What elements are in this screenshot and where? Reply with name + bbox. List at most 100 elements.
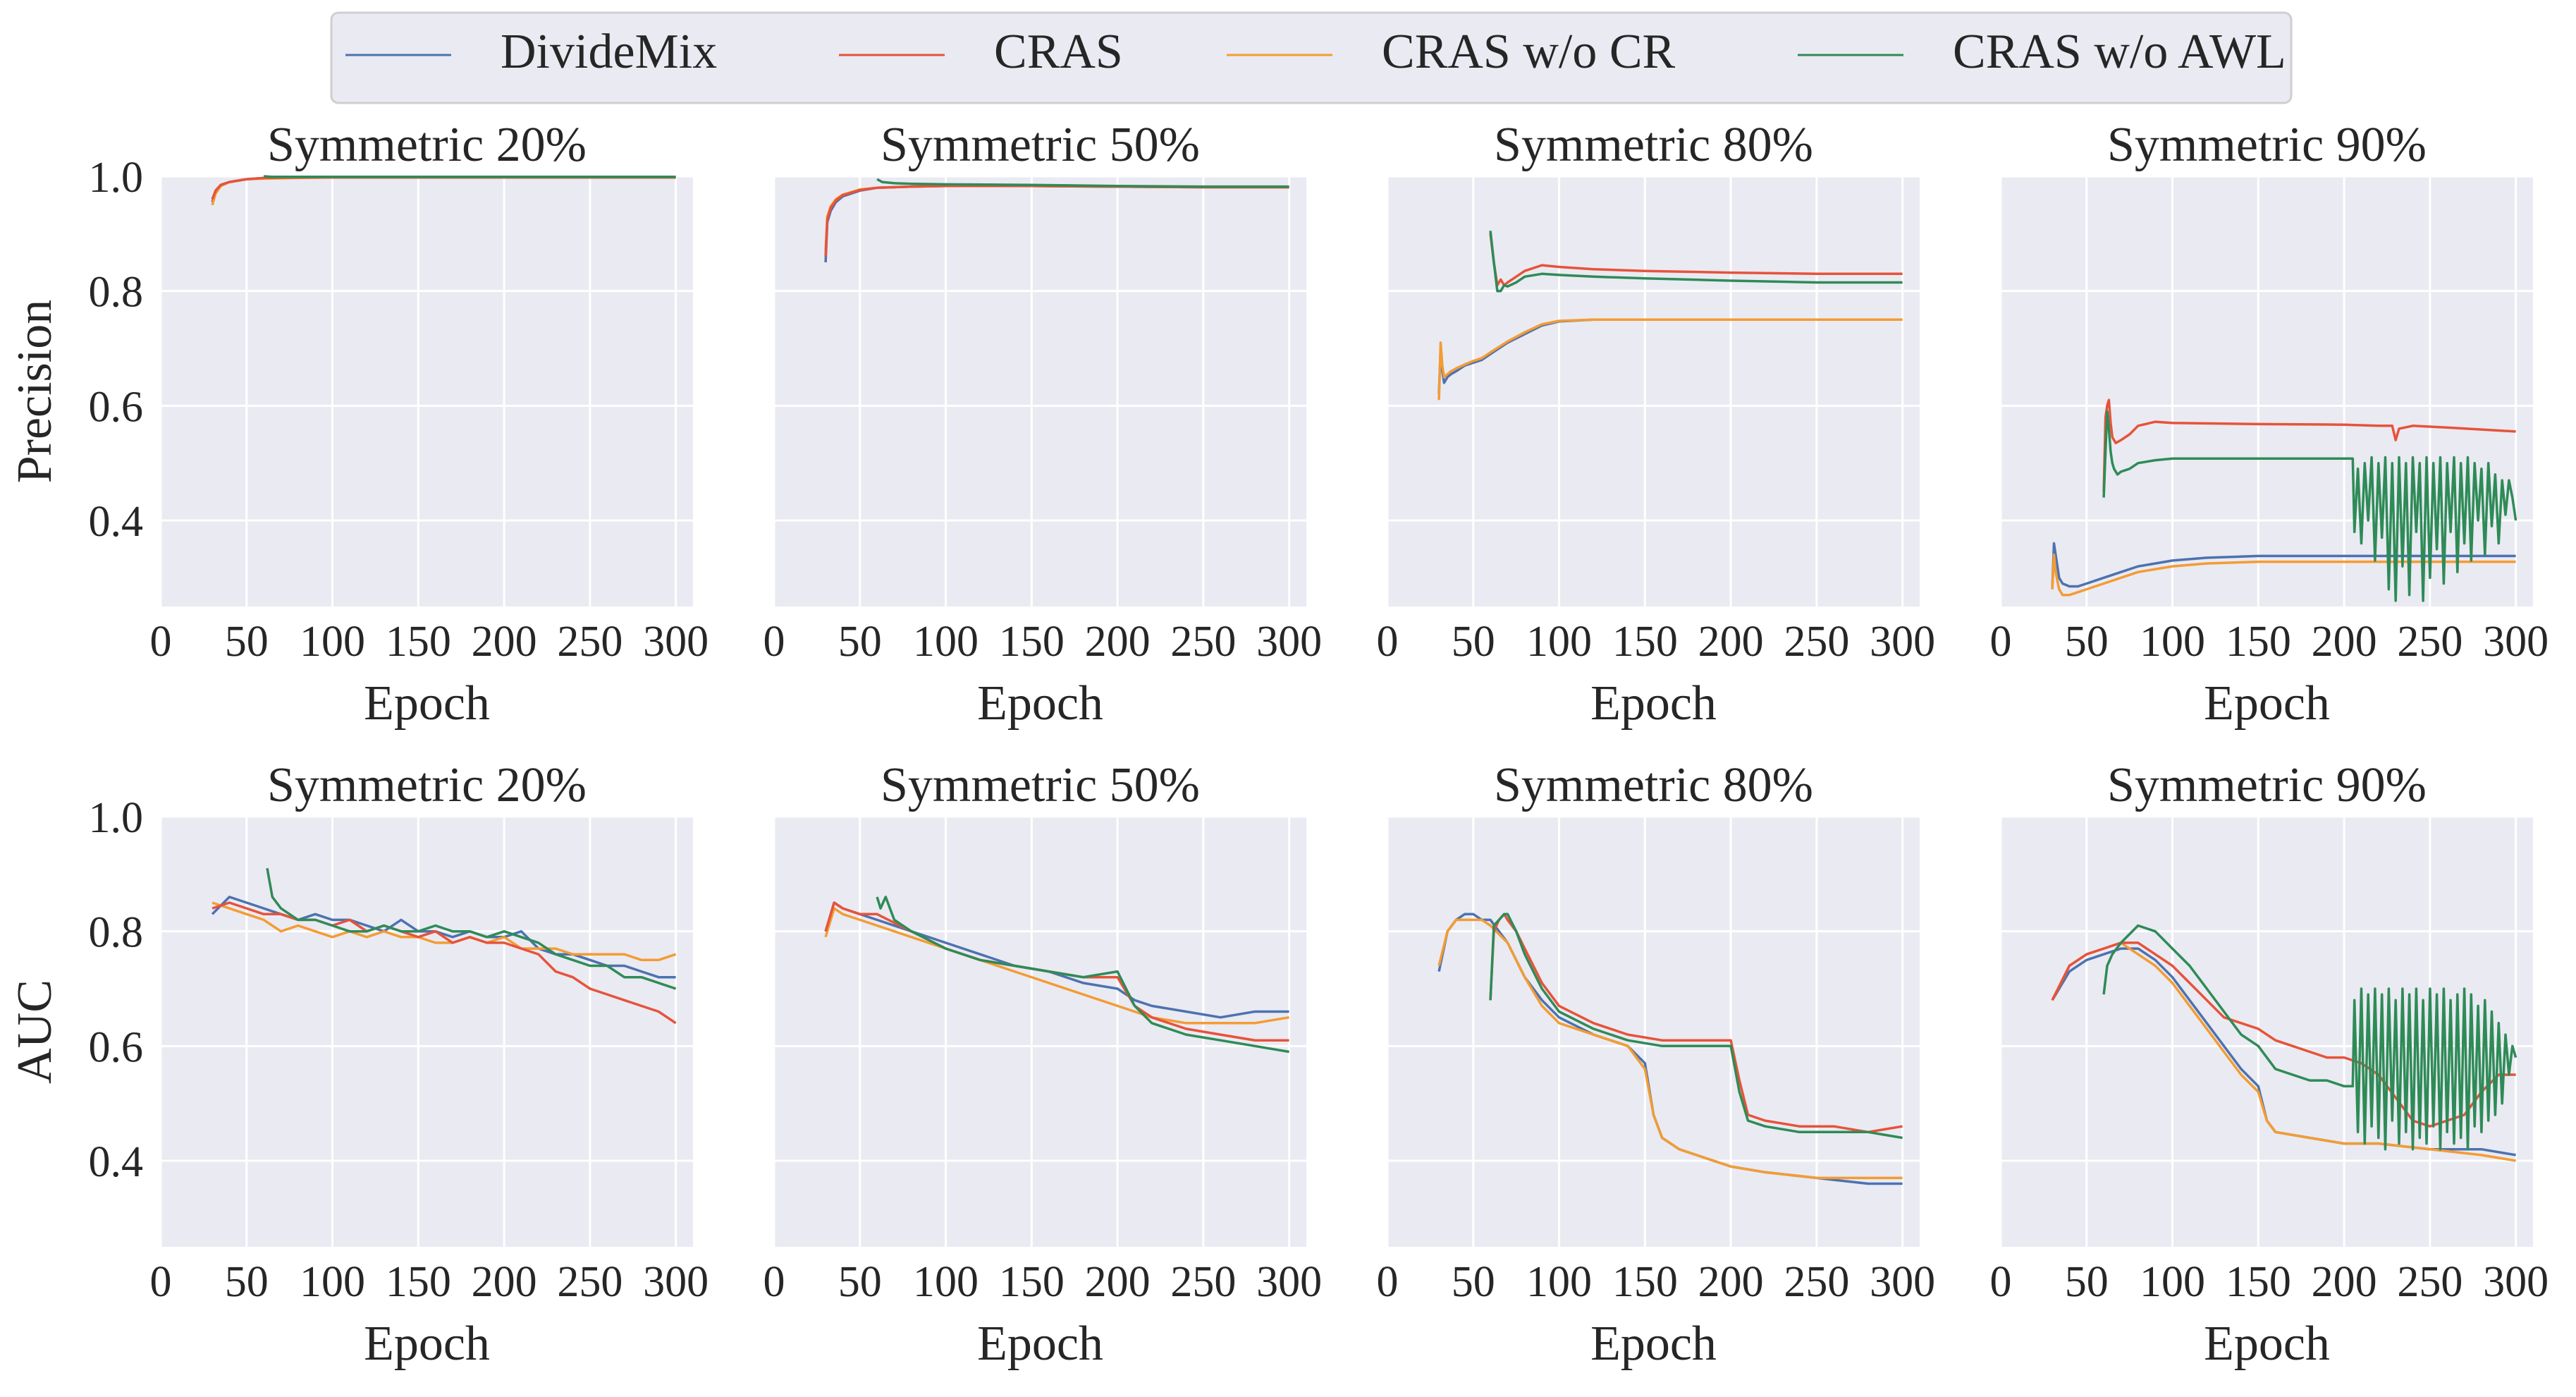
x-tick-label: 200 [1085,618,1151,666]
x-tick-label: 300 [643,1258,709,1306]
x-tick-label: 150 [386,1258,451,1306]
x-tick-label: 50 [838,1258,882,1306]
x-tick-label: 100 [2140,1258,2205,1306]
panel-title: Symmetric 20% [267,118,587,172]
x-tick-label: 150 [1612,618,1678,666]
x-axis-label: Epoch [1590,676,1717,731]
panel-title: Symmetric 80% [1494,758,1813,812]
x-tick-label: 0 [1990,618,2012,666]
x-axis-label: Epoch [977,676,1103,731]
x-tick-label: 100 [1526,1258,1592,1306]
x-tick-label: 100 [913,1258,979,1306]
series-line [1489,913,1903,1134]
x-tick-label: 50 [838,618,882,666]
y-tick-label: 1.0 [89,794,144,842]
x-tick-label: 100 [2140,618,2205,666]
x-tick-label: 150 [2226,618,2291,666]
series-line [1489,913,1903,1140]
x-tick-label: 200 [1698,618,1764,666]
x-tick-label: 200 [2312,618,2377,666]
x-tick-label: 0 [763,618,785,666]
x-tick-label: 250 [2397,618,2462,666]
x-tick-label: 0 [1377,1258,1399,1306]
series-line [1489,233,1903,287]
x-tick-label: 50 [225,1258,269,1306]
x-tick-label: 50 [2065,1258,2109,1306]
x-tick-label: 300 [1256,1258,1322,1306]
x-tick-label: 200 [472,1258,537,1306]
x-tick-label: 250 [1170,618,1236,666]
panel-title: Symmetric 50% [881,118,1200,172]
x-axis-label: Epoch [2204,676,2330,731]
chart-panel: 0 50 100 150 200 250 300 Symmetric 90% Epoch [1990,118,2549,731]
y-tick-label: 0.4 [89,1138,144,1186]
x-axis-label: Epoch [977,1317,1103,1371]
plot-area [1387,817,1920,1247]
legend: DivideMix CRAS CRAS w/o CR CRAS w/o AWL [330,11,2293,104]
plot-area [2001,176,2533,606]
panel-title: Symmetric 90% [2107,758,2427,812]
series-line [2102,924,2517,1151]
series-line [263,175,676,178]
series-line [211,901,677,962]
x-tick-label: 300 [1256,618,1322,666]
legend-entry: CRAS w/o CR [1227,25,1676,79]
x-tick-label: 100 [300,618,365,666]
y-tick-label: 0.4 [89,498,144,546]
legend-frame [330,11,2293,104]
legend-label: CRAS w/o AWL [1953,25,2286,79]
legend-label: DivideMix [501,25,717,79]
x-tick-label: 200 [1085,1258,1151,1306]
series-line [1437,318,1903,401]
x-tick-label: 0 [150,618,172,666]
y-tick-label: 0.8 [89,909,144,957]
chart-panel: 0 50 100 150 200 250 300 0.4 0.6 0.8 1.0 Symmetric … [8,758,709,1371]
y-tick-label: 1.0 [89,154,144,202]
series-line [876,896,1289,1054]
series-line [2051,542,2516,590]
panel-title: Symmetric 50% [881,758,1200,812]
y-axis-label: AUC [8,980,62,1084]
series-line [876,178,1289,188]
y-tick-label: 0.6 [89,1023,144,1071]
plot-area [161,176,693,606]
legend-label: CRAS w/o CR [1382,25,1676,79]
x-axis-label: Epoch [1590,1317,1717,1371]
x-tick-label: 50 [225,618,269,666]
series-line [824,907,1289,1025]
x-tick-label: 50 [1452,1258,1495,1306]
x-tick-label: 150 [2226,1258,2291,1306]
series-line [2102,410,2517,602]
series-line [2051,554,2516,597]
chart-panel: 0 50 100 150 200 250 300 Symmetric 50% Epoch [763,118,1323,731]
x-tick-label: 300 [2483,1258,2549,1306]
chart-panel: 0 50 100 150 200 250 300 Symmetric 50% Epoch [763,758,1323,1371]
x-axis-label: Epoch [364,676,490,731]
x-tick-label: 250 [557,1258,622,1306]
x-tick-label: 0 [1377,618,1399,666]
x-tick-label: 250 [1170,1258,1236,1306]
x-axis-label: Epoch [2204,1317,2330,1371]
x-tick-label: 0 [763,1258,785,1306]
x-tick-label: 150 [386,618,451,666]
series-line [1437,918,1903,1180]
x-tick-label: 300 [2483,618,2549,666]
chart-panel: 0 50 100 150 200 250 300 Symmetric 90% Epoch [1990,758,2549,1371]
x-tick-label: 250 [557,618,622,666]
plot-area [1387,176,1920,606]
legend-label: CRAS [994,25,1123,79]
chart-panel: 0 50 100 150 200 250 300 0.4 0.6 0.8 1.0 Symmetric … [8,118,709,731]
series-line [211,901,677,1025]
panel-title: Symmetric 80% [1494,118,1813,172]
panel-title: Symmetric 90% [2107,118,2427,172]
x-tick-label: 300 [1870,1258,1935,1306]
panel-title: Symmetric 20% [267,758,587,812]
x-tick-label: 250 [1784,1258,1849,1306]
x-tick-label: 150 [1612,1258,1678,1306]
x-tick-label: 100 [300,1258,365,1306]
chart-panel: 0 50 100 150 200 250 300 Symmetric 80% Epoch [1377,118,1936,731]
x-tick-label: 100 [1526,618,1592,666]
x-tick-label: 0 [150,1258,172,1306]
